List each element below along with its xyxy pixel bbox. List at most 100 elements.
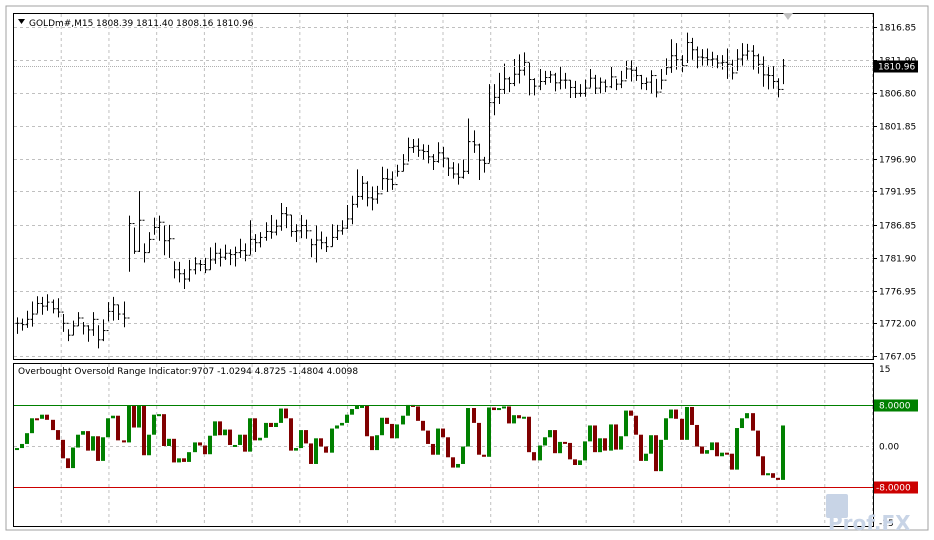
indicator-bar	[25, 433, 29, 444]
price-bar	[264, 222, 269, 241]
price-bar	[142, 219, 147, 263]
watermark: Prof.FX	[826, 494, 911, 535]
indicator-bar	[751, 413, 755, 431]
indicator-bar	[578, 460, 582, 465]
indicator-bar	[558, 441, 562, 454]
price-bar	[421, 144, 426, 160]
indicator-bar	[51, 419, 55, 431]
price-bar	[172, 238, 177, 279]
indicator-bar	[614, 424, 618, 450]
indicator-bar	[771, 473, 775, 478]
indicator-bar	[253, 418, 257, 441]
indicator-bar	[228, 429, 232, 445]
indicator-bar	[365, 405, 369, 437]
price-bar	[411, 138, 416, 153]
price-tick-label: 1801.85	[879, 123, 916, 133]
indicator-bar	[284, 408, 288, 419]
price-bar	[603, 79, 608, 93]
price-bar	[629, 60, 634, 82]
price-bar	[527, 61, 532, 96]
indicator-bar	[370, 436, 374, 451]
price-bar	[106, 302, 111, 332]
indicator-bar	[466, 408, 470, 447]
indicator-bar	[385, 417, 389, 424]
indicator-bar	[669, 409, 673, 419]
indicator-grid	[14, 364, 873, 526]
indicator-bar	[198, 442, 202, 446]
indicator-bar	[685, 406, 689, 440]
price-bar	[365, 181, 370, 207]
indicator-bar	[649, 435, 653, 454]
price-bar	[218, 248, 223, 267]
indicator-bar	[116, 415, 120, 441]
indicator-bar	[456, 463, 460, 468]
price-bar	[669, 39, 674, 73]
price-bar	[700, 49, 705, 66]
price-bar	[147, 232, 152, 254]
price-bar	[76, 312, 81, 327]
price-bar	[548, 70, 553, 83]
indicator-bar	[406, 404, 410, 416]
price-bar	[695, 46, 700, 69]
indicator-bar	[487, 407, 491, 457]
price-bar	[111, 296, 116, 321]
indicator-bar	[593, 425, 597, 453]
price-bar	[512, 59, 517, 87]
indicator-bar	[659, 439, 663, 472]
price-bar	[416, 138, 421, 157]
price-bar	[299, 214, 304, 239]
indicator-bar	[330, 428, 334, 453]
chart-shift-marker[interactable]	[783, 13, 793, 20]
indicator-bar	[700, 446, 704, 454]
overbought-level-tag: 8.0000	[874, 399, 918, 412]
price-bar	[86, 325, 91, 342]
price-bar	[401, 154, 406, 172]
price-bar	[213, 242, 218, 264]
indicator-histogram	[15, 404, 785, 480]
price-bar	[543, 70, 548, 85]
price-bar	[771, 66, 776, 89]
indicator-bar	[91, 436, 95, 451]
price-bar	[152, 217, 157, 240]
price-bar	[208, 247, 213, 271]
price-bar	[609, 66, 614, 89]
indicator-bar	[583, 441, 587, 461]
indicator-bar	[274, 422, 278, 428]
symbol-menu-arrow-icon[interactable]	[18, 19, 25, 24]
indicator-bar	[472, 408, 476, 423]
last-price-tag: 1810.96	[874, 60, 918, 73]
price-bar	[223, 244, 228, 260]
indicator-bar	[690, 406, 694, 425]
indicator-bar	[588, 425, 592, 442]
indicator-axis-bottom: -15	[879, 519, 894, 529]
ohlc-label: 1808.39 1811.40 1808.16 1810.96	[96, 19, 254, 29]
price-bar	[553, 72, 558, 92]
price-bar	[522, 52, 527, 76]
indicator-pane[interactable]: Overbought Oversold Range Indicator:9707…	[13, 363, 919, 530]
price-bar	[25, 310, 30, 328]
price-grid	[14, 14, 873, 359]
price-bar	[619, 70, 624, 89]
price-bar	[284, 207, 289, 229]
price-bar	[56, 298, 61, 318]
indicator-bar	[598, 438, 602, 453]
indicator-bar	[289, 418, 293, 451]
price-bar	[157, 215, 162, 241]
indicator-bar	[157, 414, 161, 417]
price-bar	[472, 130, 477, 153]
price-bar	[127, 215, 132, 319]
indicator-bar	[375, 435, 379, 451]
indicator-bar	[106, 418, 110, 438]
indicator-bar	[421, 420, 425, 431]
price-pane[interactable]: 1816.851811.901806.801801.851796.901791.…	[13, 13, 919, 363]
indicator-bar	[674, 409, 678, 419]
price-bar	[598, 77, 603, 94]
price-bar	[487, 84, 492, 164]
price-bar	[258, 232, 263, 248]
indicator-axis-top: 15	[879, 365, 890, 375]
indicator-bar	[730, 453, 734, 470]
indicator-bar	[61, 439, 65, 459]
price-bar	[756, 53, 761, 74]
price-bar	[15, 317, 20, 334]
